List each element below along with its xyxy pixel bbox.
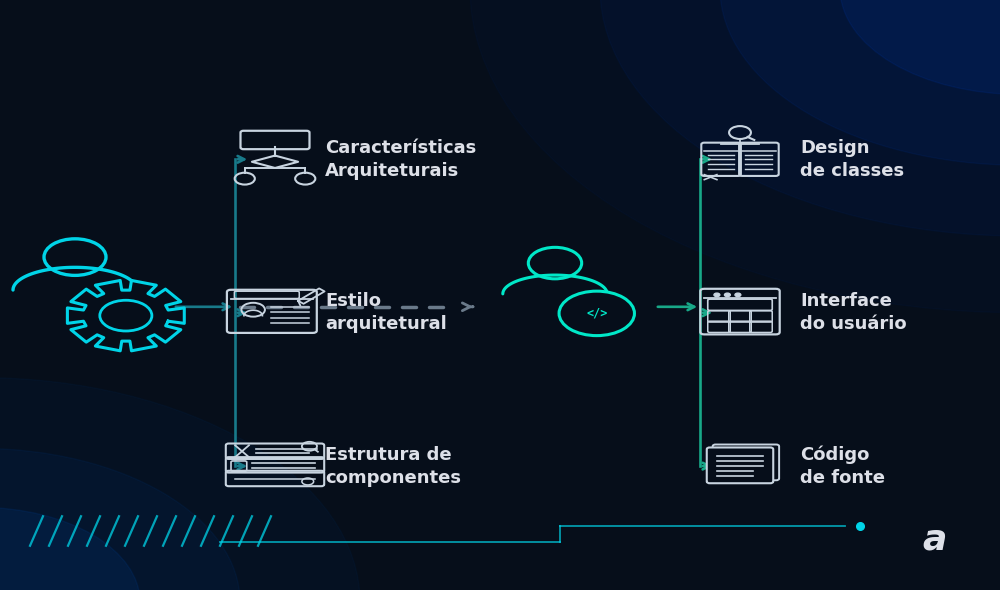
Circle shape <box>0 378 360 590</box>
Circle shape <box>735 293 741 297</box>
Text: Design
de classes: Design de classes <box>800 139 904 180</box>
Circle shape <box>840 0 1000 94</box>
Circle shape <box>0 448 240 590</box>
Circle shape <box>112 307 140 324</box>
Text: Interface
do usuário: Interface do usuário <box>800 292 907 333</box>
Text: Estrutura de
componentes: Estrutura de componentes <box>325 445 461 487</box>
Circle shape <box>0 507 140 590</box>
Polygon shape <box>67 280 184 351</box>
Circle shape <box>714 293 720 297</box>
Text: a: a <box>923 523 947 557</box>
Circle shape <box>720 0 1000 165</box>
FancyBboxPatch shape <box>707 447 773 483</box>
Text: Características
Arquiteturais: Características Arquiteturais <box>325 139 476 180</box>
Text: Código
de fonte: Código de fonte <box>800 445 885 487</box>
Text: </>: </> <box>586 307 607 320</box>
Circle shape <box>724 293 730 297</box>
Text: Estilo
arquitetural: Estilo arquitetural <box>325 292 447 333</box>
Circle shape <box>559 291 634 336</box>
Circle shape <box>600 0 1000 236</box>
